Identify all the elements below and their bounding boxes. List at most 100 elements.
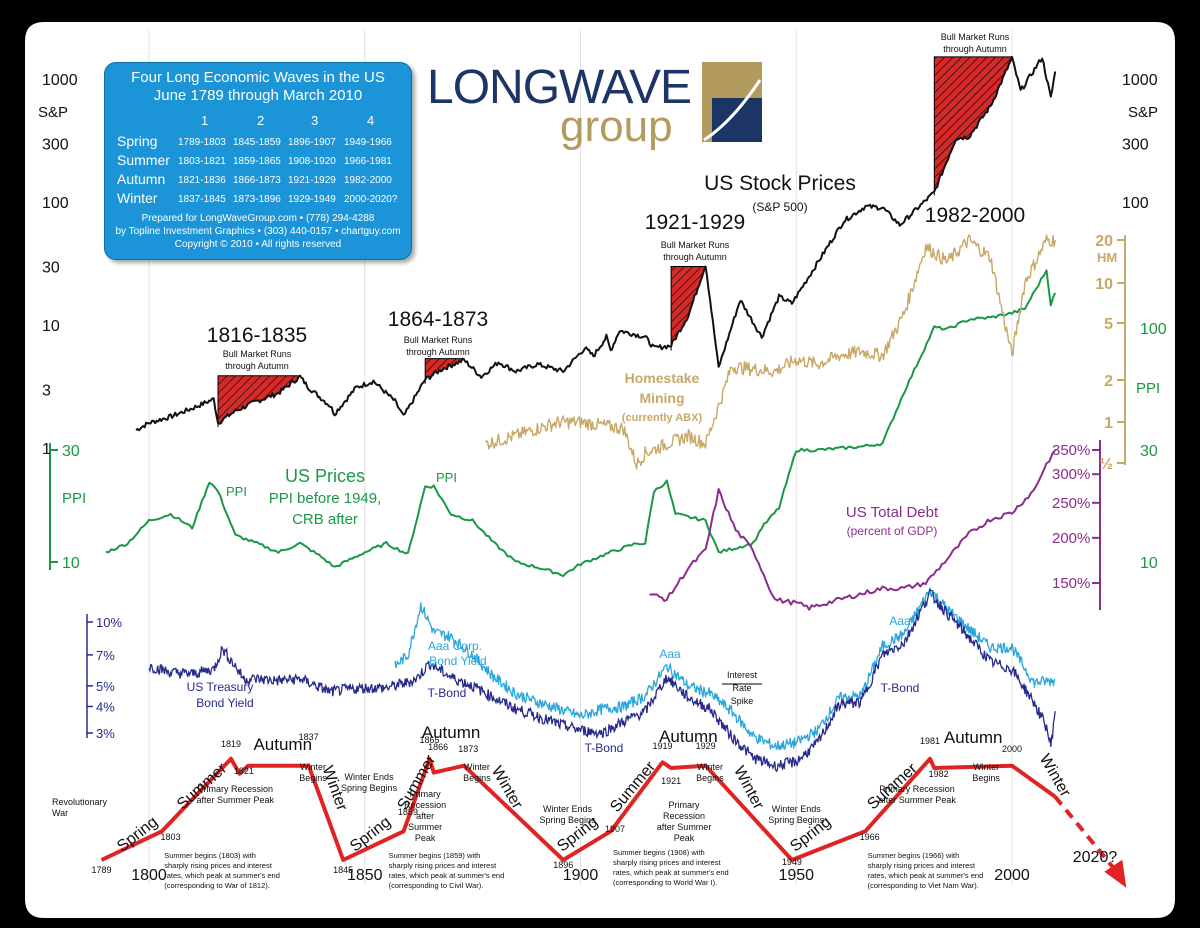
winter-ends-label: Winter Ends (772, 804, 822, 814)
sp-tick-right: 100 (1122, 195, 1149, 212)
period: 1845-1859 (233, 137, 281, 148)
wave-year-label: 1837 (299, 732, 319, 742)
wave-year-label: 1907 (605, 824, 625, 834)
bull-market-region (933, 56, 1013, 196)
sp500-line (135, 55, 1057, 432)
period: 1929-1949 (288, 194, 336, 205)
summer-note: (corresponding to World War I). (613, 878, 717, 887)
summer-note: (corresponding to Viet Nam War). (868, 881, 979, 890)
ppi-tick-label-right: 100 (1140, 321, 1167, 338)
tbond-line (148, 646, 331, 694)
ppi-tick-label-right: 30 (1140, 443, 1158, 460)
summer-note: sharply rising prices and interest (389, 861, 497, 870)
wave-year-label: 1949 (782, 857, 802, 867)
wave-year-label: 1873 (458, 744, 478, 754)
wave-number-1: 1 (201, 113, 209, 128)
info-title-line2: June 1789 through March 2010 (153, 87, 363, 104)
debt-tick-label: 300% (1052, 466, 1090, 483)
wave-number-2: 2 (257, 113, 265, 128)
winter-begins-label: Begins (972, 773, 1000, 783)
summer-note: sharply rising prices and interest (164, 861, 272, 870)
yield-tick-label: 5% (96, 679, 115, 694)
bull-market-note: through Autumn (943, 44, 1007, 54)
homestake-label: Homestake (625, 370, 700, 386)
hm-axis-label: HM (1097, 250, 1117, 265)
x-tick-label: 1850 (347, 867, 383, 884)
winter-ends-label: Spring Begins (540, 815, 597, 825)
season-winter: Winter (117, 190, 158, 206)
hm-tick-label: 2 (1104, 373, 1113, 390)
x-tick-label: 1950 (778, 867, 814, 884)
chart-title: US Stock Prices (704, 172, 856, 195)
credit-line-1: Prepared for LongWaveGroup.com • (778) 2… (141, 213, 375, 224)
period: 1921-1929 (288, 175, 336, 186)
period: 1859-1865 (233, 156, 281, 167)
summer-note: Summer begins (1966) with (868, 851, 960, 860)
tbond-label: T-Bond (881, 681, 920, 695)
summer-note: Summer begins (1908) with (613, 848, 705, 857)
tbond-label: T-Bond (585, 741, 624, 755)
sp-tick-right: 1000 (1122, 72, 1158, 89)
yield-tick-label: 7% (96, 648, 115, 663)
wave-year-label: 1789 (92, 865, 112, 875)
season-label: Autumn (944, 728, 1003, 747)
homestake-line (484, 234, 1056, 470)
sp-axis-label-left: S&P (38, 104, 68, 121)
season-label: Summer (607, 758, 659, 816)
winter-ends-label: Spring Begins (768, 815, 825, 825)
credit-line-2: by Topline Investment Graphics • (303) 4… (115, 226, 401, 237)
wave-year-label: 1896 (553, 860, 573, 870)
wave-number-4: 4 (367, 113, 375, 128)
sp-tick-left: 30 (42, 259, 60, 276)
primary-recession-label: Primary (410, 789, 441, 799)
ppi-tick-label-right: 10 (1140, 555, 1158, 572)
hm-tick-label: 5 (1104, 316, 1113, 333)
winter-ends-label: Winter Ends (543, 804, 593, 814)
wave-year-label: 1819 (221, 739, 241, 749)
us-prices-title: US Prices (285, 466, 365, 486)
wave-year-label: 1821 (234, 766, 254, 776)
bull-market-label: 1864-1873 (388, 308, 488, 331)
hm-tick-label: 1 (1104, 415, 1113, 432)
sp-tick-left: 300 (42, 136, 69, 153)
summer-note: rates, which peak at summer's end (868, 871, 984, 880)
wave-year-label: 1866 (428, 742, 448, 752)
season-label: Winter (1036, 751, 1074, 800)
debt-tick-label: 150% (1052, 575, 1090, 592)
primary-recession-label: Peak (674, 833, 695, 843)
sp-tick-left: 10 (42, 318, 60, 335)
sp-tick-left: 3 (42, 382, 51, 399)
summer-note: Summer begins (1803) with (164, 851, 256, 860)
winter-begins-label: Winter (300, 762, 326, 772)
aaa-label: Aaa (659, 647, 681, 661)
winter-ends-label: Spring Begins (341, 783, 398, 793)
chart-subtitle: (S&P 500) (752, 200, 807, 214)
primary-recession-label: Recession (663, 811, 705, 821)
revolutionary-war-label: Revolutionary (52, 797, 108, 807)
summer-note: sharply rising prices and interest (613, 858, 721, 867)
period: 1821-1836 (178, 175, 226, 186)
ppi-peak-label: PPI (226, 484, 247, 499)
period: 1949-1966 (344, 137, 392, 148)
hm-tick-label: 20 (1095, 233, 1113, 250)
winter-begins-label: Winter (973, 762, 999, 772)
wave-year-label: 1921 (661, 776, 681, 786)
debt-label: (percent of GDP) (847, 524, 938, 538)
ppi-axis-label-left: PPI (62, 490, 86, 507)
debt-tick-label: 350% (1052, 442, 1090, 459)
period: 2000-2020? (344, 194, 398, 205)
sp-axis-label-right: S&P (1128, 104, 1158, 121)
bull-market-note: Bull Market Runs (404, 335, 473, 345)
logo-group: group (560, 102, 673, 151)
bull-market-note: Bull Market Runs (941, 32, 1010, 42)
period: 1896-1907 (288, 137, 336, 148)
summer-note: (corresponding to War of 1812). (164, 881, 270, 890)
primary-recession-label: Summer (408, 822, 442, 832)
period: 1789-1803 (178, 137, 226, 148)
sp-tick-left: 1 (42, 441, 51, 458)
season-spring: Spring (117, 133, 158, 149)
sp-tick-left: 100 (42, 195, 69, 212)
primary-recession-label: Primary Recession (198, 784, 274, 794)
sp-tick-right: 300 (1122, 136, 1149, 153)
period: 1908-1920 (288, 156, 336, 167)
